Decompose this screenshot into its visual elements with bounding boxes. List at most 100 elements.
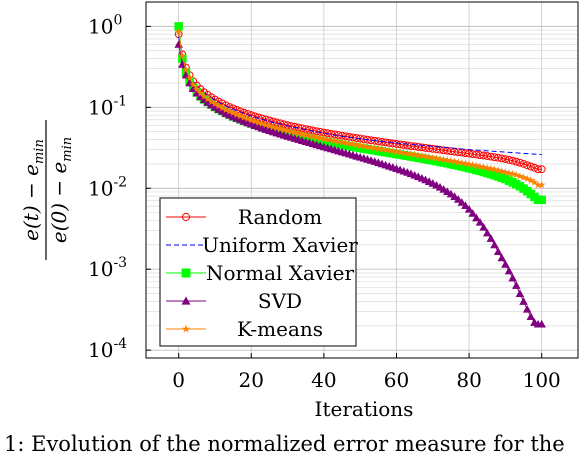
- plot-frame: [145, 1, 579, 359]
- data-point: [501, 155, 510, 164]
- data-point: [497, 253, 507, 262]
- data-point: [483, 152, 492, 160]
- data-point: [421, 144, 430, 152]
- data-point: [530, 178, 539, 186]
- legend-item: Random: [166, 205, 322, 229]
- data-point: [392, 147, 401, 155]
- data-point: [218, 103, 227, 112]
- legend-item: Uniform Xavier: [166, 233, 358, 257]
- data-point: [240, 113, 248, 121]
- data-point: [385, 146, 394, 154]
- series-k-means: [174, 28, 546, 189]
- data-point: [254, 118, 263, 126]
- data-point: [399, 148, 408, 157]
- data-point: [229, 108, 238, 117]
- y-tick-label: 10-4: [88, 336, 127, 362]
- legend-label: SVD: [258, 289, 302, 313]
- data-point: [341, 138, 350, 147]
- data-point: [537, 319, 546, 328]
- data-point: [465, 149, 473, 158]
- data-point: [516, 172, 524, 180]
- y-tick-label: 10-2: [88, 174, 127, 200]
- data-point: [418, 151, 426, 160]
- legend-box: [159, 197, 357, 347]
- data-point: [476, 151, 484, 159]
- data-point: [261, 120, 270, 129]
- x-tick-label: 60: [384, 368, 409, 392]
- data-point: [497, 167, 506, 175]
- x-tick-label: 80: [456, 368, 481, 392]
- tick-layer: [146, 25, 543, 358]
- data-point: [493, 247, 503, 256]
- data-point: [519, 173, 528, 181]
- data-point: [428, 153, 437, 162]
- data-point: [178, 54, 187, 63]
- x-tick-label: 100: [523, 368, 561, 392]
- data-point: [381, 145, 390, 154]
- data-point: [468, 209, 477, 217]
- data-point: [490, 153, 499, 162]
- y-label-denominator: e(0) − emin: [47, 137, 75, 243]
- x-tick-labels: 0 20 40 60 80 100: [172, 368, 560, 392]
- legend-label: Uniform Xavier: [202, 233, 358, 257]
- data-point: [330, 136, 339, 145]
- data-point: [178, 51, 187, 60]
- data-point: [181, 212, 191, 222]
- data-point: [192, 85, 201, 93]
- data-point: [436, 145, 444, 154]
- legend-item: K-means: [166, 317, 323, 341]
- data-point: [185, 73, 194, 82]
- x-tick-label: 20: [239, 368, 264, 392]
- data-point: [345, 139, 354, 147]
- data-point: [457, 158, 466, 167]
- data-point: [475, 218, 485, 226]
- data-point: [174, 40, 183, 48]
- data-point: [200, 92, 208, 100]
- data-point: [407, 150, 415, 158]
- data-point: [468, 150, 477, 159]
- data-point: [486, 152, 495, 161]
- data-point: [479, 151, 488, 160]
- data-point: [174, 22, 183, 31]
- data-point: [436, 154, 444, 163]
- x-tick-label: 0: [172, 368, 185, 392]
- data-point: [537, 180, 546, 189]
- data-point: [439, 146, 448, 155]
- data-point: [425, 144, 434, 153]
- data-point: [211, 99, 219, 108]
- y-tick-labels: 100 10-1 10-2 10-3 10-4: [88, 12, 127, 362]
- data-point: [265, 121, 274, 130]
- data-point: [472, 150, 481, 159]
- data-point: [454, 148, 463, 157]
- data-point: [512, 170, 521, 179]
- data-point: [516, 158, 524, 167]
- y-label-numerator: e(t) − emin: [19, 139, 47, 241]
- legend-label: Normal Xavier: [206, 261, 354, 285]
- data-point: [457, 198, 467, 206]
- data-point: [537, 195, 546, 205]
- data-point: [370, 143, 379, 152]
- legend-item: Normal Xavier: [166, 261, 354, 285]
- data-point: [359, 142, 368, 150]
- data-point: [512, 157, 521, 166]
- data-point: [181, 70, 191, 79]
- data-point: [181, 268, 191, 278]
- data-point: [505, 156, 513, 164]
- data-point: [504, 266, 514, 275]
- data-point: [388, 139, 397, 148]
- data-point: [410, 150, 419, 158]
- data-point: [508, 156, 517, 165]
- legend-label: K-means: [237, 317, 323, 341]
- data-point: [225, 107, 234, 115]
- data-point: [537, 165, 546, 174]
- data-point: [482, 228, 492, 237]
- data-point: [439, 155, 448, 163]
- data-point: [428, 144, 437, 153]
- x-axis-label: Iterations: [315, 397, 414, 421]
- data-point: [526, 162, 535, 171]
- data-point: [454, 158, 463, 166]
- series-layer: [174, 22, 546, 328]
- data-point: [501, 168, 510, 176]
- data-point: [276, 124, 285, 133]
